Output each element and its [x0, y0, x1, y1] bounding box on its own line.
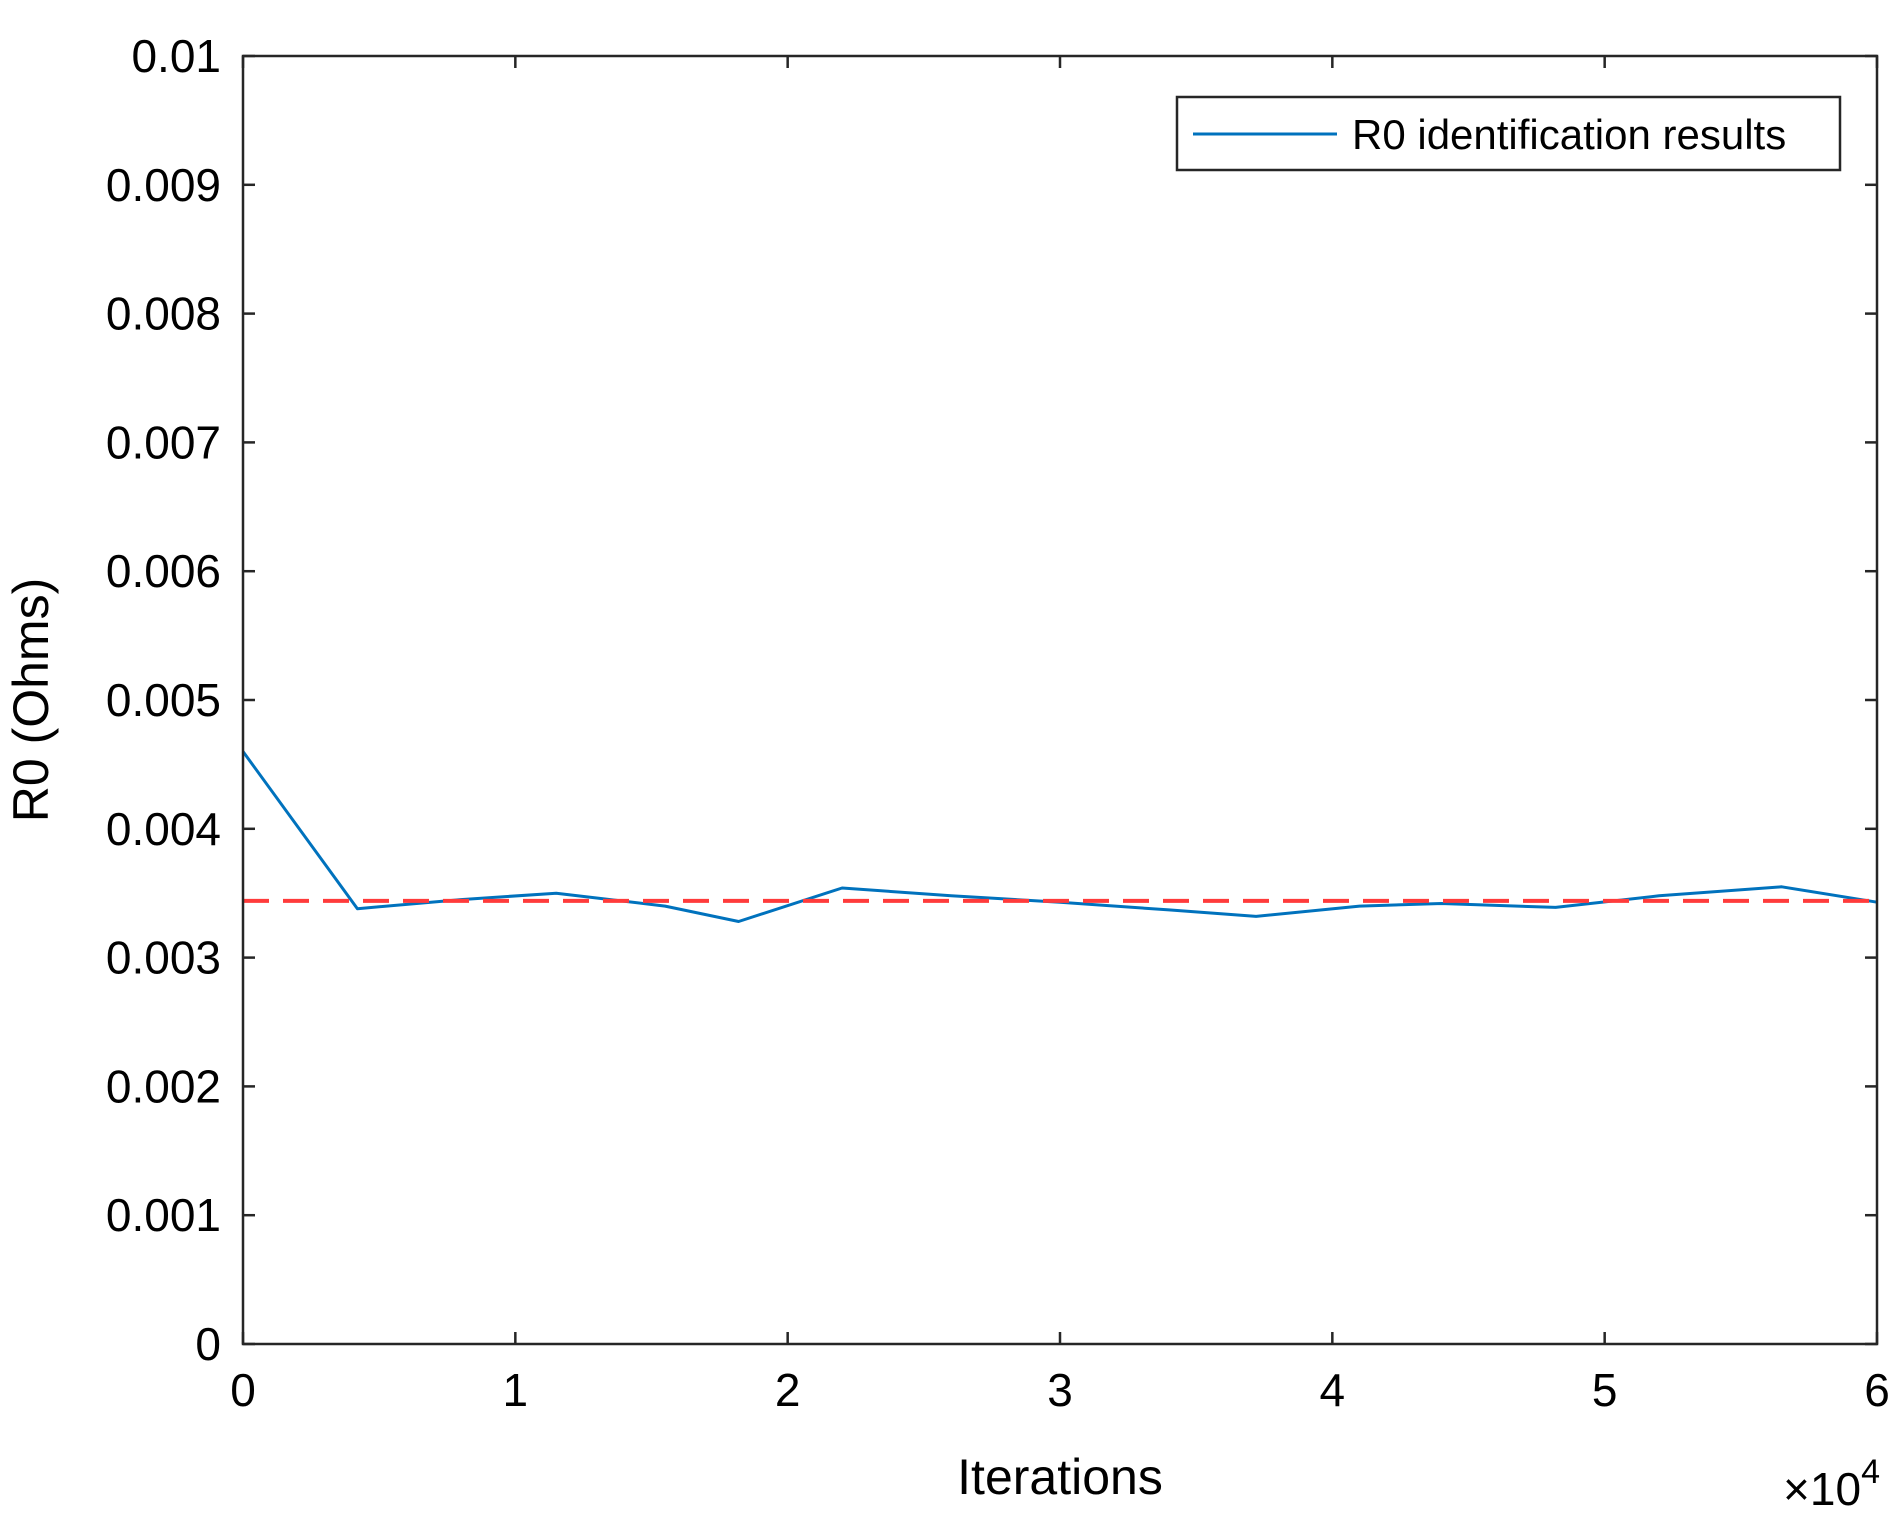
x-tick-label: 4 — [1320, 1364, 1346, 1416]
y-tick-label: 0.003 — [106, 932, 221, 984]
x-tick-label: 6 — [1864, 1364, 1890, 1416]
y-tick-label: 0 — [195, 1318, 221, 1370]
legend-entry-label: R0 identification results — [1352, 111, 1786, 158]
series-layer — [241, 750, 1878, 923]
x-axis-multiplier: ×104 — [1783, 1453, 1880, 1515]
x-tick-label: 3 — [1047, 1364, 1073, 1416]
tick-layer — [241, 54, 1879, 1346]
y-tick-label: 0.005 — [106, 674, 221, 726]
legend: R0 identification results — [1175, 95, 1842, 172]
x-axis-multiplier-exponent: 4 — [1861, 1453, 1880, 1491]
x-axis-title: Iterations — [957, 1449, 1163, 1505]
y-tick-label: 0.004 — [106, 803, 221, 855]
y-axis-title: R0 (Ohms) — [3, 578, 59, 822]
y-tick-label: 0.006 — [106, 545, 221, 597]
x-tick-label: 5 — [1592, 1364, 1618, 1416]
x-tick-label: 0 — [230, 1364, 256, 1416]
y-tick-label: 0.001 — [106, 1189, 221, 1241]
x-tick-label: 1 — [503, 1364, 529, 1416]
tick-label-layer: 0 1 2 3 4 5 6 0 0.001 0.002 0.003 0.004 0.005 0.006 0.… — [106, 30, 1890, 1416]
x-tick-label: 2 — [775, 1364, 801, 1416]
y-tick-label: 0.009 — [106, 159, 221, 211]
y-tick-label: 0.007 — [106, 416, 221, 468]
y-tick-label: 0.008 — [106, 288, 221, 340]
y-tick-label: 0.01 — [131, 30, 221, 82]
x-axis-multiplier-base: ×10 — [1783, 1463, 1861, 1515]
y-tick-label: 0.002 — [106, 1060, 221, 1112]
